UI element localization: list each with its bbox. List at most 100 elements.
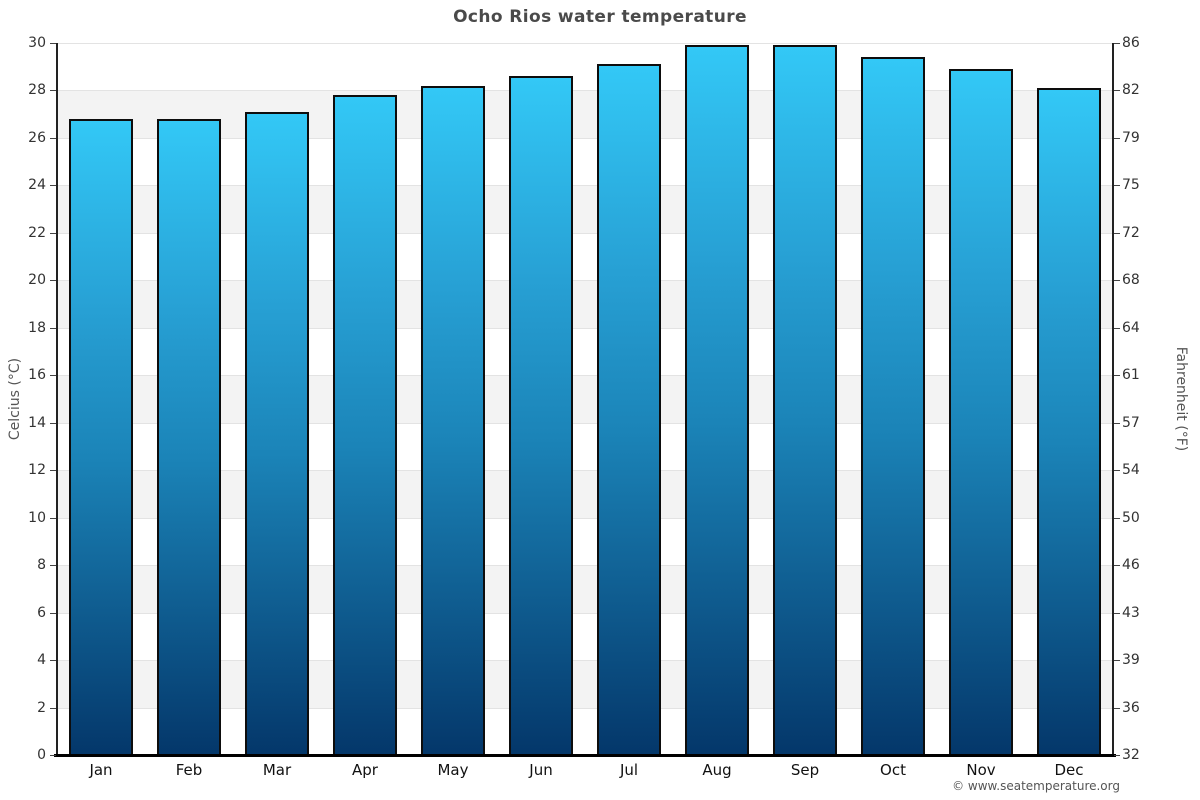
y-tick-mark-right bbox=[1114, 375, 1120, 377]
y-tick-mark-left bbox=[50, 755, 56, 756]
y-tick-mark-right bbox=[1114, 327, 1120, 329]
y-tick-mark-left bbox=[50, 232, 56, 234]
gridline bbox=[57, 327, 1113, 329]
y-tick-label-left: 28 bbox=[28, 82, 46, 99]
attribution-link[interactable]: © www.seatemperature.org bbox=[952, 779, 1120, 793]
y-tick-mark-right bbox=[1114, 137, 1120, 139]
x-tick-label-may: May bbox=[437, 761, 469, 779]
y-tick-mark-right bbox=[1114, 422, 1120, 424]
y-tick-label-left: 24 bbox=[28, 177, 46, 194]
y-tick-label-left: 8 bbox=[37, 557, 46, 574]
y-tick-label-right: 68 bbox=[1122, 272, 1140, 289]
grid-band bbox=[57, 185, 1113, 233]
x-tick-label-mar: Mar bbox=[262, 761, 292, 779]
gridline bbox=[57, 660, 1113, 662]
bar-feb bbox=[157, 118, 221, 755]
gridline bbox=[57, 565, 1113, 567]
grid-band bbox=[57, 422, 1113, 471]
y-tick-mark-left bbox=[50, 517, 56, 519]
y-tick-mark-right bbox=[1114, 660, 1120, 662]
gridline bbox=[57, 422, 1113, 424]
y-tick-mark-left bbox=[50, 470, 56, 472]
grid-band bbox=[57, 517, 1113, 566]
y-tick-label-right: 86 bbox=[1122, 35, 1140, 51]
y-tick-mark-left bbox=[50, 43, 56, 44]
y-tick-mark-left bbox=[50, 137, 56, 139]
y-tick-label-left: 14 bbox=[28, 414, 46, 431]
y-tick-label-left: 18 bbox=[28, 319, 46, 336]
gridline bbox=[57, 232, 1113, 234]
y-tick-label-right: 57 bbox=[1122, 414, 1140, 431]
y-tick-mark-left bbox=[50, 612, 56, 614]
x-tick-label-jun: Jun bbox=[529, 761, 553, 779]
y-tick-label-right: 75 bbox=[1122, 177, 1140, 194]
y-tick-label-left: 6 bbox=[37, 604, 46, 621]
y-tick-label-right: 54 bbox=[1122, 462, 1140, 479]
bar-apr bbox=[333, 95, 397, 755]
y-tick-mark-left bbox=[50, 185, 56, 187]
gridline bbox=[57, 185, 1113, 187]
y-tick-label-right: 82 bbox=[1122, 82, 1140, 99]
gridline bbox=[57, 90, 1113, 92]
y-tick-label-right: 39 bbox=[1122, 652, 1140, 669]
y-tick-mark-right bbox=[1114, 470, 1120, 472]
y-axis-title-fahrenheit: Fahrenheit (°F) bbox=[1173, 346, 1189, 452]
y-tick-label-right: 79 bbox=[1122, 129, 1140, 146]
y-tick-mark-right bbox=[1114, 90, 1120, 92]
y-tick-mark-right bbox=[1114, 755, 1120, 756]
y-tick-mark-right bbox=[1114, 185, 1120, 187]
y-tick-label-right: 46 bbox=[1122, 557, 1140, 574]
x-axis-line bbox=[54, 754, 1116, 757]
y-tick-label-left: 2 bbox=[37, 699, 46, 716]
gridline bbox=[57, 707, 1113, 709]
y-tick-label-right: 61 bbox=[1122, 367, 1140, 384]
y-tick-label-left: 10 bbox=[28, 509, 46, 526]
bar-aug bbox=[685, 45, 749, 755]
y-tick-mark-left bbox=[50, 422, 56, 424]
y-tick-label-left: 0 bbox=[37, 747, 46, 763]
y-tick-mark-left bbox=[50, 660, 56, 662]
y-tick-mark-left bbox=[50, 327, 56, 329]
y-tick-label-left: 26 bbox=[28, 129, 46, 146]
y-tick-mark-left bbox=[50, 707, 56, 709]
grid-band bbox=[57, 43, 1113, 91]
y-axis-left-line bbox=[56, 43, 58, 755]
y-tick-mark-right bbox=[1114, 612, 1120, 614]
gridline bbox=[57, 470, 1113, 472]
y-tick-mark-right bbox=[1114, 565, 1120, 567]
y-axis-right-line bbox=[1112, 43, 1114, 755]
grid-band bbox=[57, 660, 1113, 708]
y-tick-mark-left bbox=[50, 375, 56, 377]
gridline bbox=[57, 280, 1113, 282]
x-tick-label-feb: Feb bbox=[175, 761, 203, 779]
grid-band bbox=[57, 375, 1113, 423]
bar-may bbox=[421, 85, 485, 755]
grid-band bbox=[57, 707, 1113, 755]
y-tick-label-right: 43 bbox=[1122, 604, 1140, 621]
y-tick-label-right: 36 bbox=[1122, 699, 1140, 716]
x-tick-label-apr: Apr bbox=[352, 761, 378, 779]
bar-sep bbox=[773, 45, 837, 755]
y-tick-mark-right bbox=[1114, 232, 1120, 234]
y-tick-label-left: 22 bbox=[28, 224, 46, 241]
x-tick-label-jan: Jan bbox=[89, 761, 113, 779]
gridline bbox=[57, 612, 1113, 614]
grid-band bbox=[57, 137, 1113, 186]
grid-band bbox=[57, 327, 1113, 376]
y-tick-label-right: 50 bbox=[1122, 509, 1140, 526]
bar-nov bbox=[949, 69, 1013, 755]
bar-jul bbox=[597, 64, 661, 755]
y-tick-label-left: 12 bbox=[28, 462, 46, 479]
bar-oct bbox=[861, 57, 925, 755]
y-tick-mark-right bbox=[1114, 43, 1120, 44]
x-tick-label-aug: Aug bbox=[702, 761, 732, 779]
y-tick-mark-right bbox=[1114, 280, 1120, 282]
grid-band bbox=[57, 470, 1113, 518]
gridline bbox=[57, 43, 1113, 44]
grid-band bbox=[57, 90, 1113, 138]
plot-area bbox=[57, 43, 1113, 755]
grid-band bbox=[57, 280, 1113, 328]
bar-jan bbox=[69, 118, 133, 755]
bar-jun bbox=[509, 76, 573, 755]
